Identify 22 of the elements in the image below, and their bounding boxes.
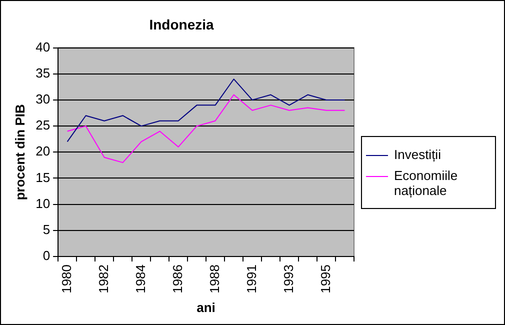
x-tick-label: 1991 <box>244 264 259 294</box>
y-tick-label: 10 <box>36 196 50 211</box>
y-tick-label: 15 <box>36 170 50 185</box>
x-tick-label: 1982 <box>96 264 111 294</box>
y-axis-title: procent din PIB <box>12 104 28 200</box>
x-tick-label: 1993 <box>280 264 296 294</box>
y-tick-label: 25 <box>36 118 50 133</box>
y-tick-label: 40 <box>36 39 50 54</box>
x-tick-label: 1984 <box>132 264 148 294</box>
x-tick-label: 1988 <box>206 264 222 294</box>
x-tick-label: 1986 <box>170 264 185 294</box>
y-tick-label: 0 <box>42 248 50 264</box>
legend-label: Investiții <box>394 147 441 162</box>
y-tick-label: 5 <box>42 222 50 237</box>
y-tick-label: 35 <box>36 65 50 80</box>
legend-label: Economiile naționale <box>394 168 459 198</box>
x-axis-title: ani <box>196 300 216 315</box>
chart-title: Indonezia <box>149 16 214 32</box>
y-tick-label: 30 <box>36 92 50 107</box>
y-tick-label: 20 <box>36 144 50 159</box>
x-tick-label: 1995 <box>318 264 333 294</box>
x-tick-label: 1980 <box>58 264 74 294</box>
